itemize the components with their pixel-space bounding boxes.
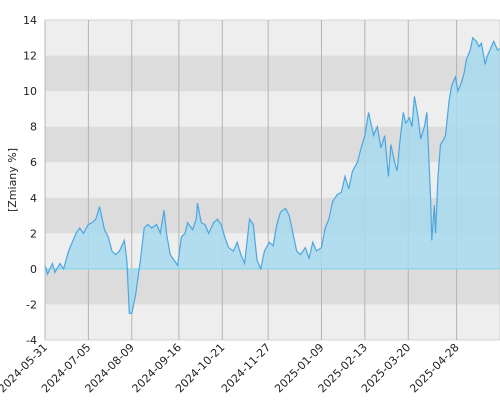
y-axis-label: [Zmiany %] [6,148,19,212]
x-tick-label: 2025-04-28 [407,341,461,395]
y-tick-label: -4 [26,334,37,347]
grid-band [45,126,500,163]
y-tick-label: 8 [30,121,37,134]
y-tick-label: 10 [23,85,37,98]
grid-band [45,268,500,305]
grid-band [45,55,500,92]
y-tick-label: 6 [30,156,37,169]
y-tick-label: -2 [26,298,37,311]
grid-band [45,304,500,340]
y-tick-label: 12 [23,50,37,63]
y-tick-label: 0 [30,263,37,276]
plot-frame [44,19,500,341]
grid-band [45,20,500,56]
y-tick-label: 4 [30,192,37,205]
grid-band [45,91,500,127]
x-tick-label: 2024-11-27 [219,341,273,395]
y-tick-label: 2 [30,227,37,240]
y-tick-label: 14 [23,14,37,27]
area [45,37,500,314]
line [44,36,500,314]
grid-band [45,162,500,198]
